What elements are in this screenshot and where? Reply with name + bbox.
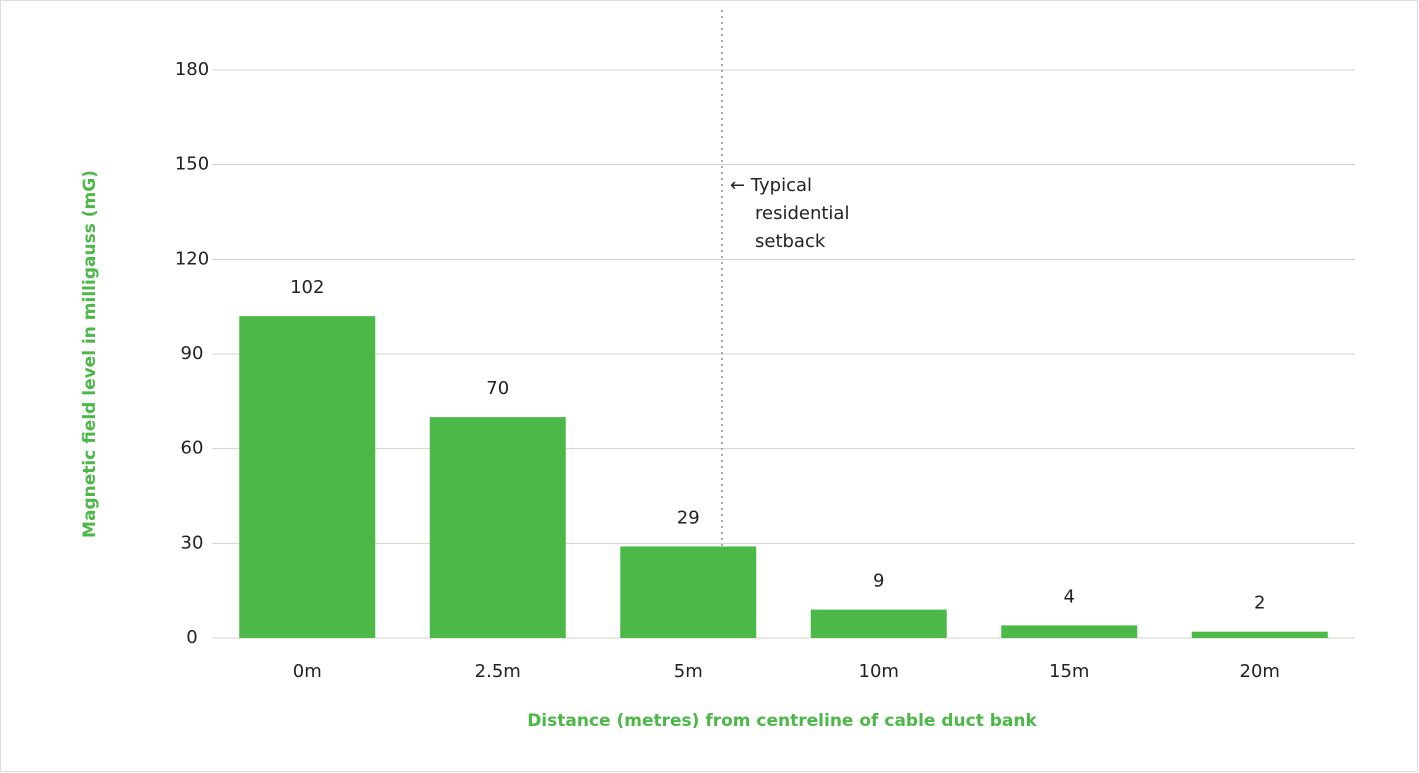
y-tick-label: 120 bbox=[175, 248, 209, 269]
y-tick-label: 150 bbox=[175, 154, 209, 175]
value-label: 70 bbox=[486, 378, 509, 399]
x-tick-label: 2.5m bbox=[475, 661, 521, 682]
x-tick-label: 15m bbox=[1049, 661, 1089, 682]
annotation: ← Typical bbox=[730, 175, 812, 196]
x-axis-title: Distance (metres) from centreline of cab… bbox=[527, 711, 1037, 731]
bar bbox=[810, 609, 947, 638]
bar bbox=[620, 546, 757, 638]
x-tick-label: 10m bbox=[859, 661, 899, 682]
x-tick-label: 5m bbox=[674, 661, 703, 682]
bar bbox=[1191, 631, 1328, 638]
y-tick-label: 180 bbox=[175, 59, 209, 80]
value-label: 9 bbox=[873, 571, 884, 592]
value-label: 29 bbox=[677, 507, 700, 528]
y-tick-label: 0 bbox=[186, 627, 197, 648]
annotation: setback bbox=[755, 231, 826, 252]
bar bbox=[239, 316, 376, 638]
y-axis-title: Magnetic field level in milligauss (mG) bbox=[80, 170, 100, 538]
value-label: 4 bbox=[1064, 586, 1075, 607]
bar bbox=[1001, 625, 1138, 638]
bar bbox=[429, 417, 566, 638]
y-tick-label: 90 bbox=[181, 343, 204, 364]
y-tick-label: 30 bbox=[181, 532, 204, 553]
value-label: 2 bbox=[1254, 593, 1265, 614]
value-label: 102 bbox=[290, 277, 324, 298]
y-tick-label: 60 bbox=[181, 438, 204, 459]
annotation: residential bbox=[755, 203, 849, 224]
x-tick-label: 20m bbox=[1240, 661, 1280, 682]
x-tick-label: 0m bbox=[293, 661, 322, 682]
